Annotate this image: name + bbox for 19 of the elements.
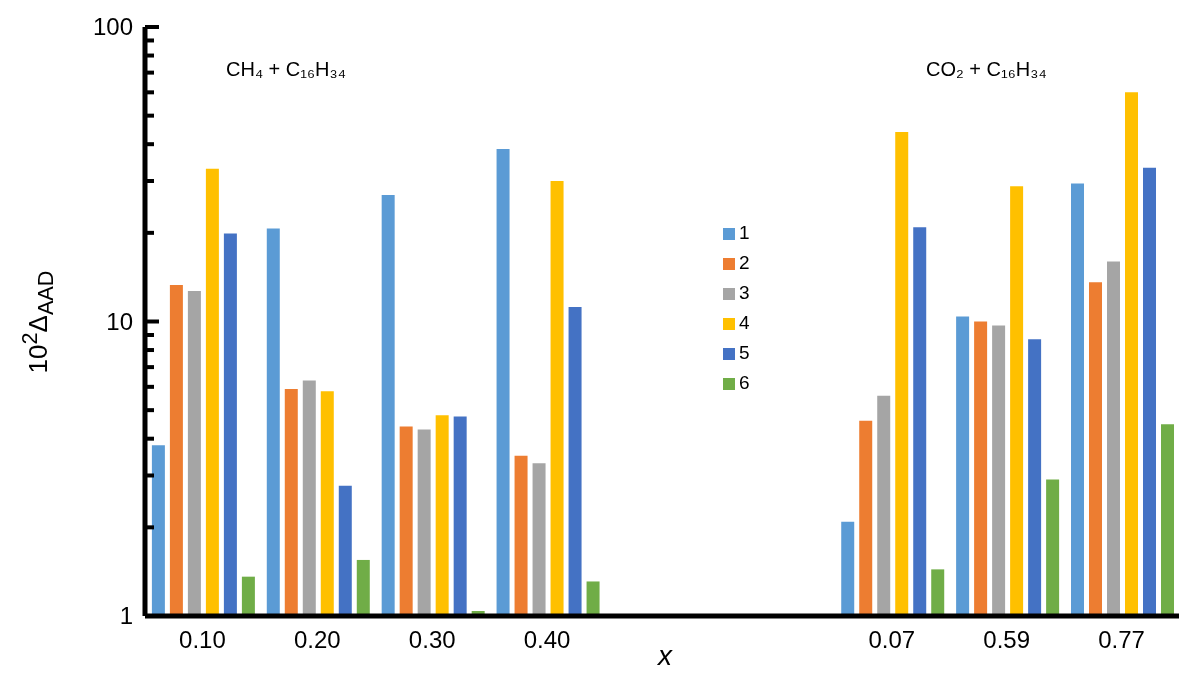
x-tick-label: 0.07 xyxy=(868,626,916,653)
x-tick-label: 0.77 xyxy=(1098,626,1145,653)
y-tick-label: 10 xyxy=(106,307,133,335)
legend-label: 6 xyxy=(739,372,750,393)
x-tick-label: 0.40 xyxy=(523,626,571,653)
legend-label: 2 xyxy=(739,252,750,273)
legend-label: 4 xyxy=(739,312,750,333)
x-tick-label: 0.20 xyxy=(293,626,341,653)
x-tick-label: 0.10 xyxy=(179,626,226,653)
y-tick-label: 1 xyxy=(119,602,133,629)
y-tick-label: 100 xyxy=(92,13,133,40)
legend-label: 5 xyxy=(739,342,750,363)
x-tick-label: 0.59 xyxy=(983,626,1031,653)
x-axis-title: x xyxy=(658,640,672,672)
x-tick-label: 0.30 xyxy=(408,626,456,653)
legend-label: 1 xyxy=(739,222,750,243)
legend-label: 3 xyxy=(739,282,750,303)
annotation: CO₂ + C₁₆H₃₄ xyxy=(926,58,1047,81)
annotation: CH₄ + C₁₆H₃₄ xyxy=(226,58,346,81)
